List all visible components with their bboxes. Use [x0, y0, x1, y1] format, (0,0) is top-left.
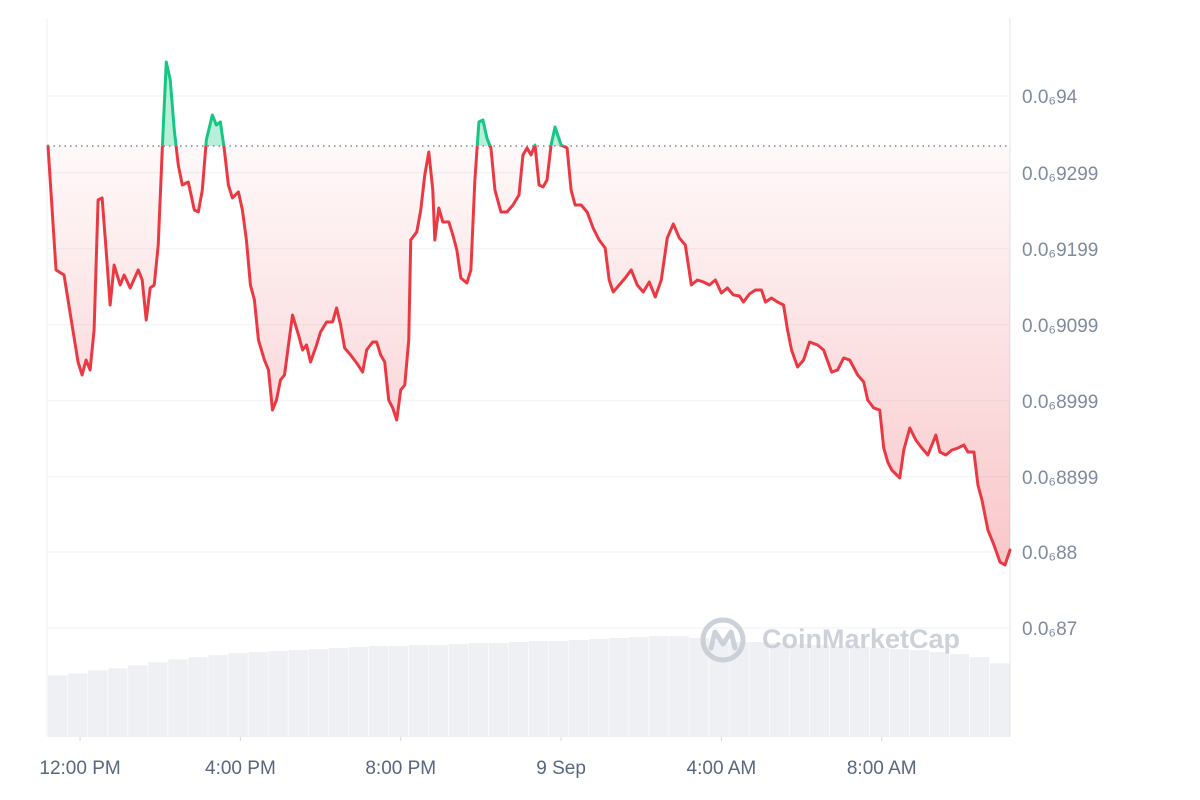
price-line [46, 60, 1012, 567]
volume-bar [448, 644, 469, 737]
y-tick-label: 0.0₆87 [1022, 619, 1077, 640]
watermark: CoinMarketCap [700, 617, 960, 663]
volume-bar [769, 643, 789, 737]
y-tick-label: 0.0₆8899 [1022, 468, 1098, 489]
volume-bar [849, 647, 870, 737]
y-tick-label: 0.0₆9199 [1022, 240, 1098, 261]
volume-bar [388, 646, 409, 737]
volume-bar [128, 665, 148, 737]
y-tick-label: 0.0₆9099 [1022, 316, 1098, 337]
volume-bar [629, 637, 649, 737]
y-tick-label: 0.0₆94 [1022, 87, 1078, 108]
volume-bar [268, 651, 288, 737]
volume-bar [789, 644, 809, 737]
watermark-text: CoinMarketCap [762, 624, 960, 654]
volume-bar [408, 645, 429, 737]
volume-bar [248, 652, 268, 737]
volume-bar [729, 642, 749, 737]
volume-bar [989, 663, 1010, 737]
volume-bar [649, 636, 669, 737]
y-tick-label: 0.0₆8999 [1022, 392, 1098, 413]
volume-bar [949, 654, 970, 737]
volume-bar [108, 668, 128, 737]
volume-bar [969, 657, 990, 737]
volume-bar [549, 641, 569, 737]
volume-bar [308, 649, 328, 737]
volume-bar [609, 638, 629, 737]
volume-bar [889, 649, 910, 737]
volume-bar [228, 653, 248, 737]
volume-bar [508, 642, 529, 737]
volume-bar [428, 645, 449, 737]
x-tick-label: 4:00 AM [687, 758, 757, 779]
x-tick-label: 12:00 PM [39, 758, 120, 779]
volume-bar [88, 670, 108, 737]
volume-bar [829, 646, 850, 737]
y-tick-label: 0.0₆9299 [1022, 164, 1098, 185]
x-tick-label: 8:00 PM [365, 758, 436, 779]
volume-bar [48, 675, 68, 737]
volume-bar [809, 645, 830, 737]
volume-bar [348, 647, 369, 737]
plot-layer [46, 60, 1012, 567]
volume-bar [749, 642, 769, 737]
volume-layer [48, 636, 1010, 737]
volume-bar [468, 643, 489, 737]
volume-bar [869, 648, 890, 737]
volume-bar [208, 655, 228, 737]
volume-bar [669, 636, 689, 737]
x-tick-label: 4:00 PM [205, 758, 276, 779]
volume-bar [909, 650, 930, 737]
volume-bar [288, 650, 308, 737]
volume-bar [368, 646, 389, 737]
volume-bar [569, 640, 589, 737]
volume-bar [488, 643, 509, 737]
volume-bar [709, 641, 729, 737]
watermark-logo [700, 617, 746, 663]
x-tick-label: 8:00 AM [847, 758, 917, 779]
price-area [48, 62, 1010, 565]
watermark-logo-mark [708, 629, 738, 651]
x-tick-label: 9 Sep [536, 758, 586, 779]
axis-layer: 0.0₆94 0.0₆9299 0.0₆9199 0.0₆9099 0.0₆8999 0.… [39, 87, 1098, 779]
volume-bar [68, 673, 88, 737]
volume-bar [589, 639, 609, 737]
volume-bar [689, 638, 709, 737]
volume-bar [168, 659, 188, 737]
y-tick-label: 0.0₆88 [1022, 543, 1077, 564]
volume-bar [929, 652, 950, 737]
volume-bar [529, 641, 549, 737]
volume-bar [328, 648, 349, 737]
volume-bar [188, 657, 208, 737]
volume-bar [148, 662, 168, 737]
